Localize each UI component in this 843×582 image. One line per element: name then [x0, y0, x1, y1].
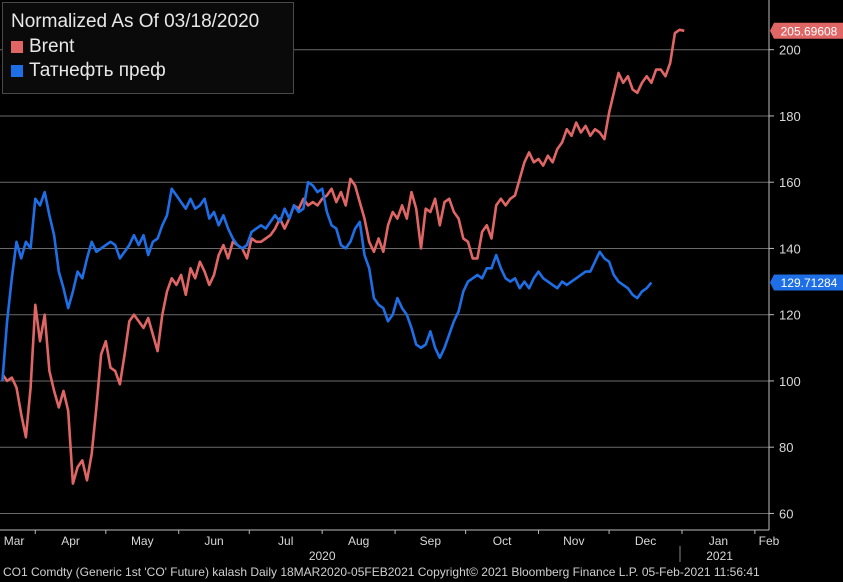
x-tick-label: Oct [493, 534, 512, 548]
legend-label-brent: Brent [29, 36, 75, 57]
legend: Normalized As Of 03/18/2020 Brent Татнеф… [2, 2, 294, 94]
legend-label-tatneft: Татнефть преф [29, 60, 166, 81]
y-tick-label: 200 [779, 43, 801, 58]
y-tick-label: 60 [779, 506, 793, 521]
x-tick-label: May [131, 534, 154, 548]
x-tick-label: Sep [420, 534, 442, 548]
x-year-label: 2020 [309, 549, 336, 563]
series-line-brent [1, 28, 685, 485]
last-value-label: 129.71284 [781, 276, 838, 290]
x-tick-label: Dec [635, 534, 656, 548]
footer-source: CO1 Comdty (Generic 1st 'CO' Future) kal… [3, 565, 760, 579]
x-tick-label: Jan [709, 534, 728, 548]
last-value-tag [770, 22, 843, 39]
legend-item-tatneft: Татнефть преф [11, 59, 285, 83]
y-tick-label: 180 [779, 109, 801, 124]
y-tick-label: 140 [779, 241, 801, 256]
x-year-label: 2021 [706, 549, 733, 563]
y-tick-label: 160 [779, 175, 801, 190]
legend-item-brent: Brent [11, 35, 285, 59]
legend-swatch-brent [11, 41, 23, 53]
last-value-tag [770, 274, 843, 291]
x-tick-label: Feb [759, 534, 780, 548]
x-tick-label: Aug [348, 534, 369, 548]
x-tick-label: Nov [563, 534, 584, 548]
last-value-label: 205.69608 [781, 24, 838, 38]
y-tick-label: 100 [779, 374, 801, 389]
x-tick-label: Apr [61, 534, 80, 548]
x-tick-label: Mar [4, 534, 25, 548]
series-line-tatneft [1, 180, 653, 382]
x-tick-label: Jul [278, 534, 293, 548]
legend-swatch-tatneft [11, 65, 23, 77]
y-tick-label: 80 [779, 440, 793, 455]
chart-title: Normalized As Of 03/18/2020 [11, 11, 260, 32]
y-tick-label: 120 [779, 308, 801, 323]
x-tick-label: Jun [204, 534, 223, 548]
